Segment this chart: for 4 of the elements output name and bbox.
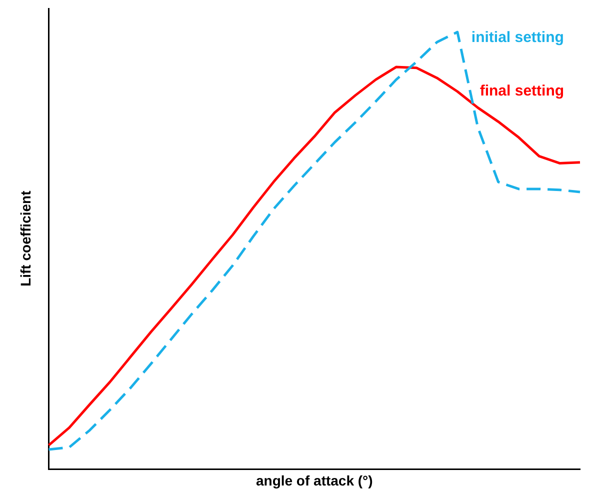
y-axis-title: Lift coefficient [17,190,34,286]
series-label: final setting [480,82,564,100]
x-axis-title: angle of attack (°) [256,472,373,488]
series-label: initial setting [471,29,564,46]
